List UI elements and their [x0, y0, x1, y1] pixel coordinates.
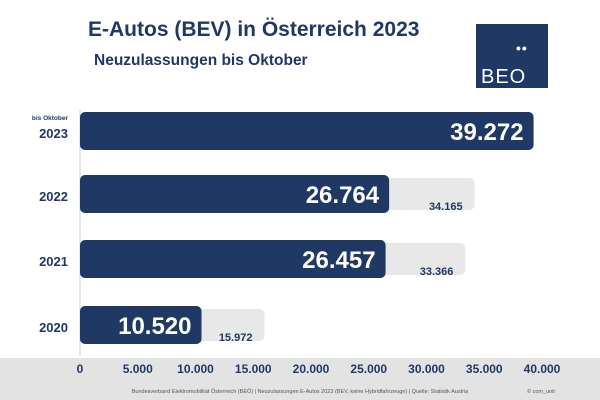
bar-label-2022: 26.764 — [306, 182, 380, 209]
background-bar-label-2020: 15.972 — [219, 332, 253, 344]
x-tick-label-5: 25.000 — [350, 362, 387, 376]
bar-label-2021: 26.457 — [302, 247, 375, 274]
logo-text: BEO — [481, 66, 527, 88]
logo-dots: •• — [516, 40, 528, 56]
footer-source: Bundesverband Elektromobilität Österreic… — [131, 389, 469, 395]
background-bar-label-2021: 33.366 — [420, 266, 454, 278]
chart-subtitle: Neuzulassungen bis Oktober — [94, 52, 308, 69]
x-tick-label-8: 40.000 — [524, 362, 561, 376]
category-label-2023: 2023 — [39, 126, 68, 141]
x-tick-label-7: 35.000 — [466, 362, 503, 376]
bar-2023 — [80, 112, 534, 150]
category-label-2020: 2020 — [39, 320, 68, 335]
bar-2021 — [80, 240, 386, 278]
footer-copyright: © com_unit — [527, 389, 555, 395]
category-label-2021: 2021 — [39, 254, 68, 269]
x-tick-label-3: 15.000 — [235, 362, 272, 376]
x-tick-label-2: 10.000 — [177, 362, 214, 376]
x-tick-label-1: 5.000 — [123, 362, 153, 376]
beo-logo: •• BEO — [476, 24, 548, 88]
x-tick-label-6: 30.000 — [408, 362, 445, 376]
category-label-2022: 2022 — [39, 189, 68, 204]
bar-label-2020: 10.520 — [118, 313, 191, 340]
bar-2020 — [80, 306, 202, 344]
category-note-2023: bis Oktober — [32, 115, 69, 122]
bar-2022 — [80, 175, 390, 213]
x-tick-label-4: 20.000 — [293, 362, 330, 376]
background-bar-label-2022: 34.165 — [429, 201, 463, 213]
x-tick-label-0: 0 — [77, 362, 84, 376]
bar-label-2023: 39.272 — [450, 119, 523, 146]
chart-title: E-Autos (BEV) in Österreich 2023 — [88, 18, 420, 41]
footer-bar: Bundesverband Elektromobilität Österreic… — [0, 358, 600, 400]
